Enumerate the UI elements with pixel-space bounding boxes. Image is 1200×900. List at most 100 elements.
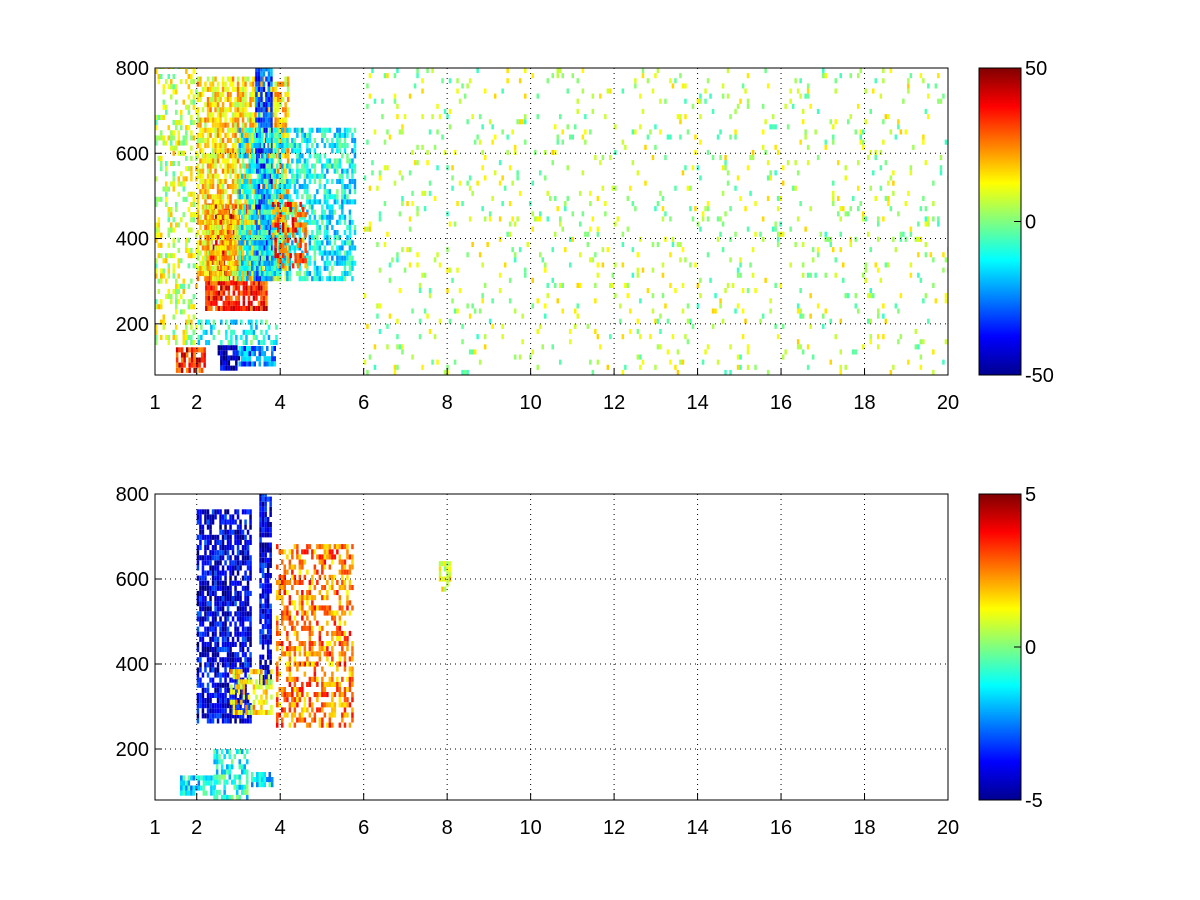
heatmap-cell (216, 132, 220, 138)
heatmap-cell (204, 687, 207, 693)
heatmap-cell (674, 288, 677, 294)
heatmap-cell (303, 178, 307, 184)
heatmap-cell (247, 275, 251, 281)
heatmap-cell (253, 240, 256, 246)
heatmap-cell (206, 524, 210, 530)
heatmap-cell (204, 117, 207, 123)
heatmap-cell (651, 267, 655, 273)
heatmap-cell (199, 514, 202, 520)
heatmap-cell (251, 255, 254, 261)
heatmap-cell (219, 148, 222, 154)
heatmap-cell (932, 282, 935, 288)
heatmap-cell (267, 97, 271, 103)
heatmap-cell (234, 265, 237, 271)
heatmap-cell (240, 319, 243, 325)
heatmap-cell (234, 677, 237, 683)
heatmap-cell (267, 173, 271, 179)
heatmap-cell (471, 114, 474, 120)
heatmap-cell (476, 68, 479, 74)
heatmap-cell (286, 245, 290, 251)
heatmap-cell (729, 206, 732, 212)
heatmap-cell (596, 359, 600, 365)
heatmap-cell (255, 132, 258, 138)
heatmap-cell (854, 293, 857, 299)
heatmap-cell (226, 107, 230, 113)
heatmap-cell (468, 349, 472, 355)
heatmap-cell (258, 230, 261, 236)
heatmap-cell (281, 143, 284, 149)
heatmap-cell (244, 122, 247, 128)
heatmap-cell (224, 616, 227, 622)
heatmap-cell (172, 253, 175, 259)
heatmap-cell (284, 76, 287, 82)
heatmap-cell (241, 148, 244, 154)
heatmap-cell (378, 170, 382, 176)
heatmap-cell (241, 585, 245, 591)
heatmap-cell (251, 265, 254, 271)
heatmap-cell (216, 276, 220, 282)
heatmap-cell (313, 255, 317, 261)
heatmap-cell (214, 276, 217, 282)
heatmap-cell (222, 249, 226, 255)
heatmap-cell (265, 97, 268, 103)
heatmap-cell (887, 195, 890, 201)
heatmap-cell (209, 173, 212, 179)
heatmap-cell (162, 104, 165, 110)
heatmap-cell (766, 160, 770, 166)
heatmap-cell (241, 194, 244, 200)
heatmap-cell (316, 173, 319, 179)
heatmap-cell (281, 235, 284, 241)
heatmap-cell (226, 199, 230, 205)
heatmap-cell (581, 88, 585, 94)
heatmap-cell (289, 253, 292, 259)
heatmap-cell (279, 235, 282, 241)
heatmap-cell (241, 189, 245, 195)
heatmap-cell (276, 222, 280, 228)
heatmap-cell (829, 242, 832, 248)
heatmap-cell (253, 178, 256, 184)
heatmap-cell (338, 219, 342, 225)
heatmap-cell (401, 124, 404, 130)
heatmap-cell (234, 219, 237, 225)
heatmap-cell (636, 328, 640, 334)
heatmap-cell (236, 178, 240, 184)
heatmap-cell (909, 231, 913, 237)
heatmap-cell (219, 163, 222, 169)
heatmap-cell (576, 282, 579, 288)
heatmap-cell (321, 209, 324, 215)
heatmap-cell (231, 224, 235, 230)
heatmap-cell (206, 107, 210, 113)
heatmap-cell (204, 545, 207, 551)
heatmap-cell (284, 173, 287, 179)
heatmap-cell (303, 219, 307, 225)
heatmap-cell (267, 230, 271, 236)
heatmap-cell (343, 240, 347, 246)
heatmap-cell (243, 143, 246, 149)
heatmap-cell (270, 122, 273, 128)
heatmap-cell (269, 153, 272, 159)
heatmap-cell (234, 271, 237, 277)
heatmap-cell (226, 127, 230, 133)
heatmap-cell (879, 149, 883, 155)
heatmap-cell (253, 346, 256, 352)
heatmap-cell (260, 91, 263, 97)
heatmap-cell (251, 214, 254, 220)
heatmap-cell (236, 652, 240, 658)
heatmap-cell (231, 158, 235, 164)
heatmap-cell (278, 230, 281, 236)
heatmap-cell (291, 148, 294, 154)
heatmap-cell (248, 240, 251, 246)
heatmap-cell (222, 285, 226, 291)
heatmap-cell (659, 98, 662, 104)
heatmap-cell (224, 708, 227, 714)
heatmap-cell (276, 212, 280, 218)
heatmap-cell (234, 153, 237, 159)
heatmap-cell (301, 258, 305, 264)
heatmap-cell (214, 86, 217, 92)
heatmap-cell (234, 209, 237, 215)
heatmap-cell (260, 102, 263, 108)
heatmap-cell (258, 137, 261, 143)
heatmap-cell (204, 230, 207, 236)
heatmap-cell (245, 285, 248, 291)
heatmap-cell (209, 240, 212, 246)
